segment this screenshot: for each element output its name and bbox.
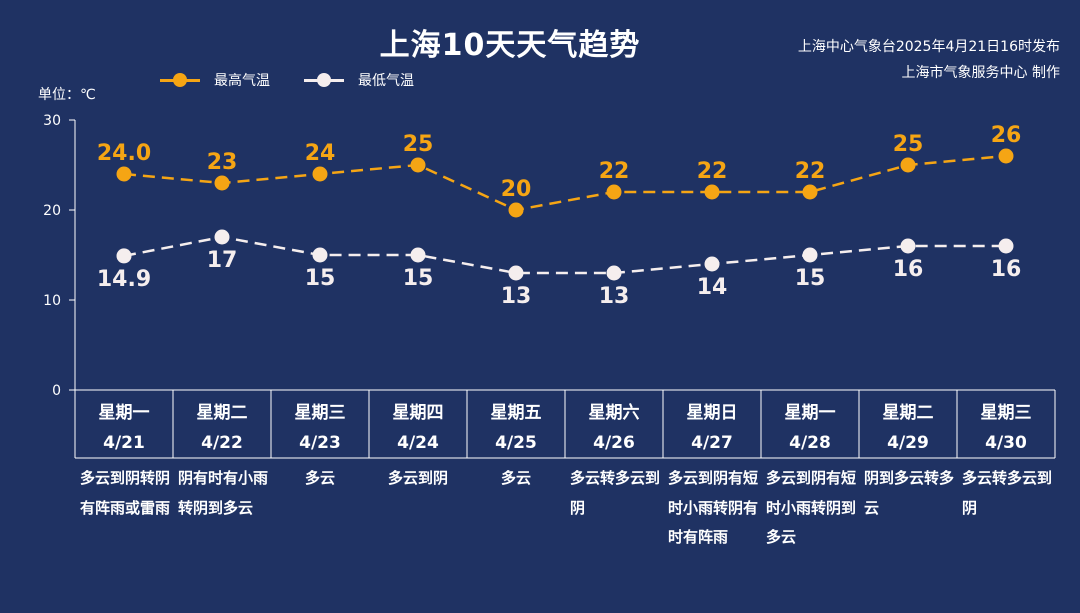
- day-header: 星期二 4/29: [859, 392, 957, 458]
- day-weather-description: 阴到多云转多云: [864, 469, 955, 517]
- high-temp-label: 22: [599, 159, 630, 184]
- day-weather-description: 多云到阴: [387, 469, 448, 487]
- low-temp-label: 17: [207, 248, 238, 273]
- low-temp-label: 15: [305, 266, 336, 291]
- day-date: 4/24: [397, 433, 439, 453]
- y-tick-label: 10: [43, 293, 61, 309]
- day-weekday: 星期五: [490, 403, 542, 423]
- day-weekday: 星期二: [882, 403, 934, 423]
- high-temp-point: [900, 157, 916, 173]
- low-temp-label: 16: [991, 257, 1022, 282]
- day-date: 4/25: [495, 433, 537, 453]
- source-info: 上海中心气象台2025年4月21日16时发布 上海市气象服务中心 制作: [798, 34, 1060, 86]
- day-weekday: 星期一: [784, 403, 836, 423]
- low-temp-label: 15: [403, 266, 434, 291]
- day-header: 星期二 4/22: [173, 392, 271, 458]
- day-header: 星期三 4/30: [957, 392, 1055, 458]
- low-temp-point: [508, 265, 524, 281]
- day-weather-description: 多云到阴有短时小雨转阴到多云: [766, 469, 857, 546]
- day-weather-description: 多云: [500, 469, 531, 487]
- day-weather-description: 多云到阴转阴有阵雨或雷雨: [80, 469, 171, 517]
- high-temp-label: 24: [305, 141, 336, 166]
- low-temp-label: 13: [501, 284, 532, 309]
- day-weekday: 星期三: [294, 403, 346, 423]
- y-tick-label: 0: [52, 383, 61, 399]
- y-tick-label: 20: [43, 203, 61, 219]
- legend-high-marker: [160, 71, 200, 89]
- day-date: 4/30: [985, 433, 1027, 453]
- high-temp-label: 22: [795, 159, 826, 184]
- day-header: 星期日 4/27: [663, 392, 761, 458]
- high-temp-point: [704, 184, 720, 200]
- legend-high-label: 最高气温: [214, 73, 270, 89]
- day-weekday: 星期六: [588, 403, 640, 423]
- day-weekday: 星期日: [686, 403, 738, 423]
- day-weekday: 星期一: [98, 403, 150, 423]
- low-temp-label: 15: [795, 266, 826, 291]
- day-date: 4/21: [103, 433, 145, 453]
- high-temp-label: 25: [403, 132, 434, 157]
- low-temp-point: [900, 238, 916, 254]
- high-temp-label: 20: [501, 177, 532, 202]
- high-temp-point: [508, 202, 524, 218]
- low-temp-point: [214, 229, 230, 245]
- high-temp-point: [312, 166, 328, 182]
- high-temp-line: [123, 154, 1007, 212]
- day-weekday: 星期四: [392, 403, 444, 423]
- low-temp-line: [123, 235, 1006, 275]
- legend-low-label: 最低气温: [358, 73, 414, 89]
- day-weather-description: 多云: [304, 469, 335, 487]
- day-date: 4/22: [201, 433, 243, 453]
- day-weekday: 星期二: [196, 403, 248, 423]
- low-temp-label: 14.9: [97, 267, 151, 292]
- day-header: 星期一 4/21: [75, 392, 173, 458]
- low-temp-label: 13: [599, 284, 630, 309]
- high-temp-label: 22: [697, 159, 728, 184]
- low-temp-label: 16: [893, 257, 924, 282]
- low-temp-point: [802, 247, 818, 263]
- day-date: 4/23: [299, 433, 341, 453]
- unit-label: 单位：℃: [38, 87, 96, 103]
- legend-low-marker: [304, 71, 344, 89]
- day-header: 星期三 4/23: [271, 392, 369, 458]
- chart-title: 上海10天天气趋势: [379, 28, 641, 63]
- day-weather-description: 多云到阴有短时小雨转阴有时有阵雨: [668, 469, 759, 546]
- legend-item-high[interactable]: 最高气温: [160, 70, 270, 90]
- day-date: 4/28: [789, 433, 831, 453]
- high-temp-label: 26: [991, 123, 1022, 148]
- high-temp-point: [606, 184, 622, 200]
- legend-item-low[interactable]: 最低气温: [304, 70, 414, 90]
- low-temp-point: [704, 256, 720, 272]
- day-weather-description: 多云转多云到阴: [962, 469, 1053, 517]
- high-temp-point: [410, 157, 426, 173]
- low-temp-point: [606, 265, 622, 281]
- chart-legend: 最高气温 最低气温: [160, 70, 448, 90]
- day-header: 星期一 4/28: [761, 392, 859, 458]
- source-line-producer: 上海市气象服务中心 制作: [901, 65, 1060, 81]
- low-temp-point: [312, 247, 328, 263]
- day-weekday: 星期三: [980, 403, 1032, 423]
- low-temp-label: 14: [697, 275, 728, 300]
- high-temp-point: [214, 175, 230, 191]
- high-temp-point: [802, 184, 818, 200]
- day-date: 4/27: [691, 433, 733, 453]
- high-temp-label: 25: [893, 132, 924, 157]
- day-date: 4/26: [593, 433, 635, 453]
- high-temp-label: 23: [207, 150, 238, 175]
- low-temp-point: [410, 247, 426, 263]
- low-temp-point: [116, 248, 132, 264]
- day-header: 星期四 4/24: [369, 392, 467, 458]
- high-temp-point: [998, 148, 1014, 164]
- day-weather-description: 多云转多云到阴: [570, 469, 661, 517]
- low-temp-point: [998, 238, 1014, 254]
- day-date: 4/29: [887, 433, 929, 453]
- day-header: 星期五 4/25: [467, 392, 565, 458]
- day-weather-description: 阴有时有小雨转阴到多云: [178, 469, 269, 517]
- y-tick-label: 30: [43, 113, 61, 129]
- day-header: 星期六 4/26: [565, 392, 663, 458]
- high-temp-label: 24.0: [97, 141, 151, 166]
- high-temp-point: [116, 166, 132, 182]
- source-line-issuer: 上海中心气象台2025年4月21日16时发布: [797, 39, 1060, 55]
